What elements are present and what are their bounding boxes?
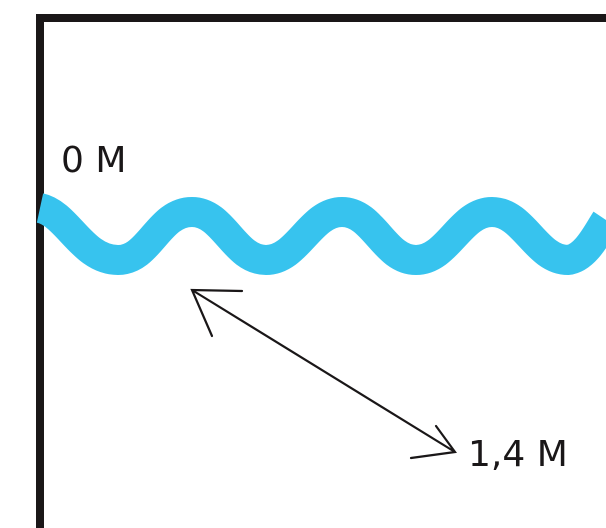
depth-arrow <box>191 289 456 453</box>
arrowhead-top <box>190 288 244 338</box>
water-wave <box>35 193 606 275</box>
arrowhead-bottom <box>409 424 457 460</box>
surface-label: 0 M <box>61 140 127 181</box>
depth-label: 1,4 M <box>468 434 568 475</box>
container-outline <box>36 14 606 528</box>
